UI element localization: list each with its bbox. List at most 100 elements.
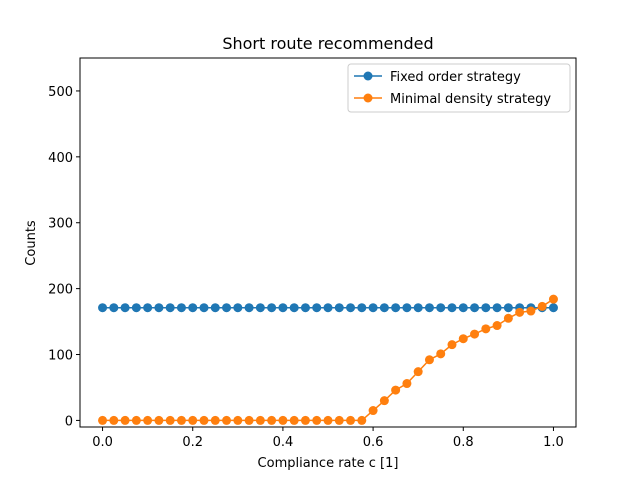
data-point — [222, 415, 232, 425]
y-axis: 0 100 200 300 400 500 — [48, 85, 80, 429]
y-axis-label: Counts — [24, 220, 39, 266]
data-point — [120, 415, 130, 425]
data-point — [424, 355, 434, 365]
x-tick-label: 0.6 — [363, 435, 384, 450]
data-point — [334, 415, 344, 425]
data-point — [357, 303, 367, 313]
series-2 — [98, 294, 558, 425]
data-point — [199, 415, 209, 425]
data-point — [458, 334, 468, 344]
y-tick-label: 300 — [48, 217, 73, 232]
data-point — [210, 303, 220, 313]
data-point — [233, 415, 243, 425]
data-point — [548, 294, 558, 304]
data-point — [210, 415, 220, 425]
legend-marker — [363, 71, 373, 81]
data-point — [424, 303, 434, 313]
data-point — [413, 303, 423, 313]
data-point — [98, 303, 108, 313]
data-point — [346, 303, 356, 313]
data-point — [278, 303, 288, 313]
data-point — [470, 303, 480, 313]
data-point — [323, 303, 333, 313]
x-tick-label: 0.8 — [453, 435, 474, 450]
legend-item: Fixed order strategy — [354, 70, 521, 85]
data-point — [165, 303, 175, 313]
data-point — [548, 303, 558, 313]
x-axis-label: Compliance rate c [1] — [258, 456, 399, 471]
data-point — [357, 415, 367, 425]
y-tick-label: 0 — [65, 414, 73, 429]
legend: Fixed order strategy Minimal density stra… — [347, 63, 571, 113]
data-point — [222, 303, 232, 313]
data-point — [131, 303, 141, 313]
data-point — [447, 340, 457, 350]
data-point — [154, 415, 164, 425]
data-point — [447, 303, 457, 313]
data-point — [458, 303, 468, 313]
data-point — [199, 303, 209, 313]
data-point — [481, 303, 491, 313]
data-point — [391, 385, 401, 395]
data-point — [267, 303, 277, 313]
legend-item: Minimal density strategy — [354, 92, 551, 107]
legend-marker — [363, 93, 373, 103]
data-point — [481, 324, 491, 334]
plot-frame — [79, 57, 577, 428]
data-point — [300, 415, 310, 425]
data-point — [379, 396, 389, 406]
data-point — [143, 415, 153, 425]
data-point — [188, 415, 198, 425]
data-point — [165, 415, 175, 425]
data-point — [255, 303, 265, 313]
data-point — [289, 415, 299, 425]
data-point — [436, 349, 446, 359]
data-point — [233, 303, 243, 313]
data-point — [436, 303, 446, 313]
data-point — [312, 415, 322, 425]
data-point — [391, 303, 401, 313]
data-point — [537, 301, 547, 311]
data-point — [526, 306, 536, 316]
data-point — [255, 415, 265, 425]
legend-label: Fixed order strategy — [390, 70, 521, 85]
data-point — [278, 415, 288, 425]
chart-title: Short route recommended — [222, 34, 433, 53]
data-point — [503, 313, 513, 323]
legend-label: Minimal density strategy — [390, 92, 551, 107]
data-point — [176, 303, 186, 313]
data-point — [312, 303, 322, 313]
x-tick-label: 0.0 — [92, 435, 113, 450]
data-point — [289, 303, 299, 313]
series-1 — [98, 303, 558, 313]
data-point — [154, 303, 164, 313]
data-point — [492, 321, 502, 331]
data-point — [300, 303, 310, 313]
data-point — [109, 303, 119, 313]
data-point — [109, 415, 119, 425]
data-point — [402, 379, 412, 389]
data-point — [368, 303, 378, 313]
y-tick-label: 100 — [48, 349, 73, 364]
data-point — [503, 303, 513, 313]
x-tick-label: 0.2 — [182, 435, 203, 450]
x-axis: 0.0 0.2 0.4 0.6 0.8 1.0 — [92, 427, 564, 450]
data-point — [346, 415, 356, 425]
data-point — [267, 415, 277, 425]
legend-box — [347, 63, 571, 113]
data-point — [368, 406, 378, 416]
data-point — [515, 307, 525, 317]
x-tick-label: 1.0 — [543, 435, 564, 450]
data-point — [413, 367, 423, 377]
data-point — [188, 303, 198, 313]
data-point — [131, 415, 141, 425]
data-point — [379, 303, 389, 313]
data-point — [176, 415, 186, 425]
y-tick-label: 500 — [48, 85, 73, 100]
data-point — [470, 329, 480, 339]
data-point — [143, 303, 153, 313]
data-point — [492, 303, 502, 313]
data-point — [98, 415, 108, 425]
data-point — [323, 415, 333, 425]
